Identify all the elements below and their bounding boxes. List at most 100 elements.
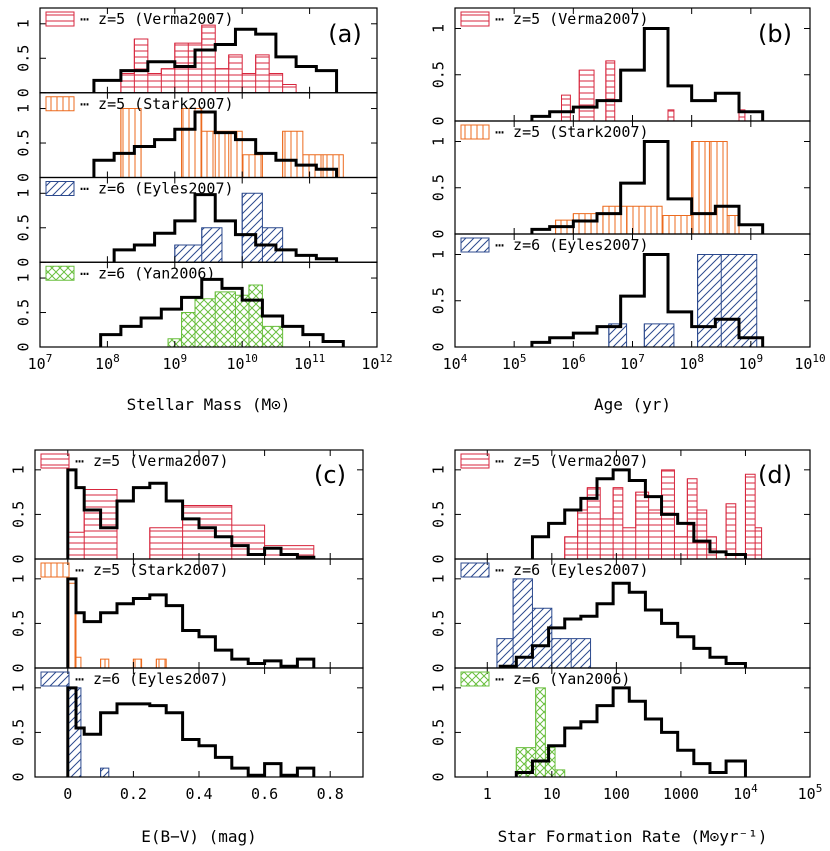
panel-tag: (d) [758, 461, 792, 489]
y-tick-label: 1 [430, 250, 448, 259]
colored-histogram [561, 60, 746, 122]
x-tick-label: 1000 [663, 785, 699, 803]
panel-d-subplot-2: 0 0.5 1 ⋯ z=6 (Eyles2007) [430, 558, 811, 673]
panel-b-subplot-3: 0 0.5 1 ⋯ z=6 (Eyles2007) [430, 233, 811, 352]
y-tick-label: 0 [10, 772, 28, 781]
y-tick-label: 0.5 [430, 501, 448, 528]
panel-d-subplot-1: 0 0.5 1 ⋯ z=5 (Verma2007) [430, 449, 811, 564]
legend-swatch [45, 181, 75, 196]
subplot-frame [39, 261, 378, 348]
legend-label: ⋯ z=5 (Verma2007) [75, 452, 229, 470]
y-tick-label: 0 [430, 342, 448, 351]
legend-label: ⋯ z=5 (Verma2007) [495, 452, 649, 470]
legend-swatch [460, 562, 490, 578]
panel-tag: (b) [758, 20, 792, 48]
panel-c-subplot-3: 0 0.5 1 ⋯ z=6 (Eyles2007) [10, 667, 364, 782]
legend-swatch [40, 453, 70, 469]
colored-histogram [174, 192, 284, 263]
panel-b: 0 0.5 1 ⋯ z=5 (Verma2007) 0 0.5 1 ⋯ z=5 (Stark2… [430, 7, 826, 414]
y-tick-label: 0.5 [10, 501, 28, 528]
legend-label: ⋯ z=6 (Yan2006) [80, 264, 215, 282]
y-tick-label: 0 [10, 554, 28, 563]
x-tick-label: 108 [679, 352, 704, 373]
legend-swatch [460, 11, 490, 27]
y-tick-label: 0 [15, 88, 33, 97]
y-tick-label: 1 [15, 19, 33, 28]
legend-swatch [460, 237, 490, 253]
panel-tag: (c) [314, 461, 346, 489]
y-tick-label: 1 [430, 683, 448, 692]
x-axis-label: E(B−V) (mag) [141, 827, 257, 846]
legend-swatch [45, 265, 75, 281]
x-tick-label: 105 [798, 782, 823, 803]
y-tick-label: 0.5 [430, 719, 448, 746]
colored-histogram [120, 24, 297, 93]
y-tick-label: 0.5 [15, 45, 33, 72]
panel-b-subplot-1: 0 0.5 1 ⋯ z=5 (Verma2007) [430, 7, 811, 126]
y-tick-label: 1 [15, 189, 33, 198]
x-tick-label: 0 [63, 785, 72, 803]
x-tick-label: 1011 [294, 352, 325, 373]
x-tick-label: 104 [733, 782, 758, 803]
legend-swatch [40, 671, 70, 687]
legend-swatch [40, 562, 70, 578]
y-tick-label: 0 [430, 116, 448, 125]
black-histogram [66, 686, 316, 777]
x-tick-label: 1012 [361, 352, 392, 373]
x-tick-label: 10 [543, 785, 561, 803]
y-tick-label: 1 [430, 574, 448, 583]
legend-label: ⋯ z=5 (Stark2007) [80, 95, 234, 113]
y-tick-label: 0.5 [430, 174, 448, 201]
x-axis-label: Star Formation Rate (M⊙yr⁻¹) [498, 827, 768, 846]
black-histogram [92, 110, 339, 178]
black-histogram [99, 277, 345, 347]
panel-tag: (a) [328, 20, 361, 48]
legend-label: ⋯ z=5 (Verma2007) [80, 10, 234, 28]
panel-a-subplot-2: 0 0.5 1 ⋯ z=5 (Stark2007) [15, 92, 378, 182]
panel-a: 0 0.5 1 ⋯ z=5 (Verma2007) 0 0.5 1 ⋯ z=5 (Stark2… [15, 7, 393, 414]
black-histogram [112, 193, 339, 263]
legend-swatch [45, 11, 75, 27]
y-tick-label: 0.5 [430, 610, 448, 637]
panel-d-subplot-3: 0 0.5 1 ⋯ z=6 (Yan2006) [430, 667, 811, 782]
y-tick-label: 0.5 [10, 610, 28, 637]
y-tick-label: 0.5 [430, 61, 448, 88]
y-tick-label: 0.5 [10, 719, 28, 746]
y-tick-label: 0.5 [15, 214, 33, 241]
x-tick-label: 106 [561, 352, 586, 373]
panel-b-subplot-2: 0 0.5 1 ⋯ z=5 (Stark2007) [430, 120, 811, 239]
x-tick-label: 0.6 [251, 785, 278, 803]
colored-histogram [496, 578, 592, 668]
x-tick-label: 1 [483, 785, 492, 803]
panel-c-subplot-2: 0 0.5 1 ⋯ z=5 (Stark2007) [10, 558, 364, 673]
x-tick-label: 100 [603, 785, 630, 803]
colored-histogram [515, 687, 566, 777]
y-tick-label: 0 [15, 342, 33, 351]
y-tick-label: 0.5 [430, 287, 448, 314]
legend-swatch [45, 96, 75, 112]
y-tick-label: 1 [430, 137, 448, 146]
y-tick-label: 1 [15, 104, 33, 113]
black-histogram [92, 27, 339, 93]
legend-label: ⋯ z=6 (Eyles2007) [495, 561, 649, 579]
x-tick-label: 0.2 [120, 785, 147, 803]
panel-c: 0 0.5 1 ⋯ z=5 (Verma2007) 0 0.5 1 ⋯ z=5 (Stark2… [10, 449, 364, 846]
y-tick-label: 0.5 [15, 129, 33, 156]
x-tick-label: 105 [502, 352, 527, 373]
y-tick-label: 0 [430, 554, 448, 563]
x-tick-label: 109 [738, 352, 763, 373]
legend-label: ⋯ z=6 (Eyles2007) [75, 670, 229, 688]
x-axis-label: Age (yr) [594, 395, 671, 414]
black-histogram [498, 581, 747, 668]
black-histogram [530, 253, 765, 347]
legend-label: ⋯ z=6 (Eyles2007) [80, 180, 234, 198]
black-histogram [66, 577, 316, 668]
y-tick-label: 1 [430, 24, 448, 33]
y-tick-label: 1 [10, 574, 28, 583]
x-tick-label: 107 [28, 352, 53, 373]
panel-a-subplot-3: 0 0.5 1 ⋯ z=6 (Eyles2007) [15, 176, 378, 267]
legend-label: ⋯ z=5 (Stark2007) [75, 561, 229, 579]
x-tick-label: 1010 [794, 352, 825, 373]
black-histogram [530, 140, 765, 234]
